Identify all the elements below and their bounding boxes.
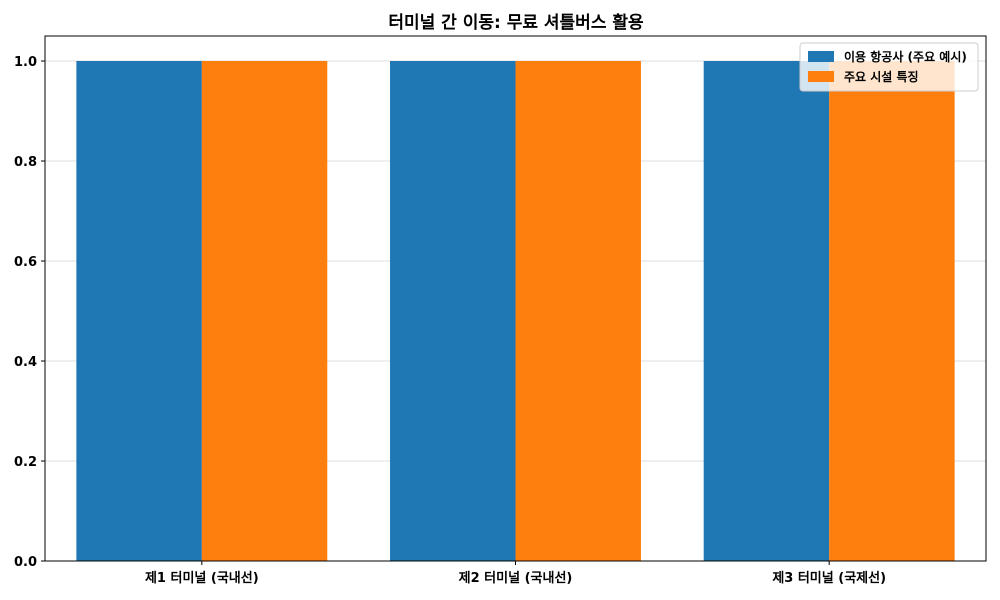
x-tick-label: 제2 터미널 (국내선): [459, 570, 573, 586]
bar: [201, 61, 328, 561]
legend-label: 주요 시설 특징: [844, 69, 919, 84]
bars: [76, 61, 955, 561]
bar: [76, 61, 202, 561]
x-tick-label: 제3 터미널 (국제선): [772, 570, 886, 586]
y-axis: 0.0 0.2 0.4 0.6 0.8 1.0: [14, 55, 45, 570]
legend-label: 이용 항공사 (주요 예시): [844, 49, 967, 64]
y-tick-label: 0.2: [14, 455, 37, 470]
bar: [703, 61, 830, 561]
legend: 이용 항공사 (주요 예시) 주요 시설 특징: [799, 42, 979, 92]
bar: [390, 61, 516, 561]
x-axis: 제1 터미널 (국내선) 제2 터미널 (국내선) 제3 터미널 (국제선): [145, 561, 886, 586]
y-tick-label: 0.8: [14, 155, 37, 170]
bar: [515, 61, 641, 561]
legend-swatch: [808, 51, 834, 62]
y-tick-label: 0.6: [14, 255, 37, 270]
bar: [829, 61, 955, 561]
y-tick-label: 1.0: [14, 55, 37, 70]
y-tick-label: 0.4: [14, 355, 37, 370]
chart-title: 터미널 간 이동: 무료 셔틀버스 활용: [388, 12, 644, 33]
legend-box: [799, 42, 979, 92]
y-tick-label: 0.0: [14, 555, 37, 570]
legend-swatch: [808, 71, 834, 82]
x-tick-label: 제1 터미널 (국내선): [145, 570, 259, 586]
